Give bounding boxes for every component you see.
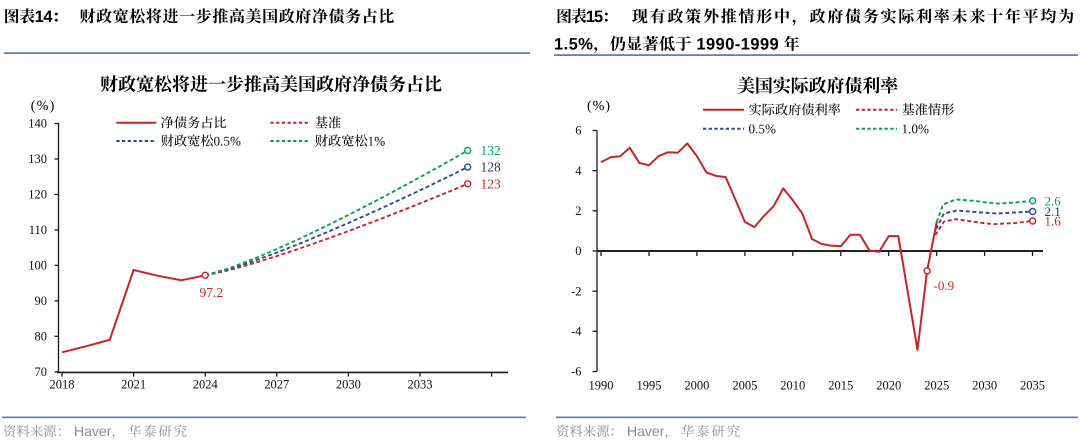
svg-text:2.6: 2.6 — [1045, 193, 1062, 208]
svg-text:2027: 2027 — [264, 378, 289, 392]
svg-text:110: 110 — [29, 223, 47, 237]
svg-text:1.6: 1.6 — [1045, 214, 1062, 229]
svg-text:0: 0 — [575, 244, 581, 258]
svg-text:2025: 2025 — [924, 379, 949, 393]
svg-text:-4: -4 — [571, 325, 582, 339]
svg-text:123: 123 — [481, 176, 502, 191]
svg-text:2.1: 2.1 — [1045, 204, 1061, 219]
svg-text:2000: 2000 — [684, 379, 709, 393]
svg-text:70: 70 — [35, 365, 48, 379]
svg-text:2010: 2010 — [780, 379, 805, 393]
svg-text:140: 140 — [28, 117, 47, 131]
svg-text:132: 132 — [481, 143, 501, 158]
svg-text:2005: 2005 — [732, 379, 757, 393]
svg-text:-6: -6 — [571, 365, 581, 379]
svg-text:-2: -2 — [571, 284, 581, 298]
svg-text:2024: 2024 — [193, 378, 219, 392]
svg-text:100: 100 — [28, 259, 47, 273]
svg-text:2021: 2021 — [121, 378, 146, 392]
svg-text:97.2: 97.2 — [200, 285, 224, 300]
svg-text:2020: 2020 — [876, 379, 901, 393]
svg-text:2015: 2015 — [828, 379, 853, 393]
svg-text:2030: 2030 — [972, 379, 997, 393]
svg-text:120: 120 — [28, 188, 47, 202]
svg-text:2033: 2033 — [408, 378, 433, 392]
svg-text:80: 80 — [35, 330, 48, 344]
svg-text:-0.9: -0.9 — [934, 278, 955, 293]
svg-text:2035: 2035 — [1020, 379, 1045, 393]
svg-text:2030: 2030 — [336, 378, 361, 392]
svg-text:4: 4 — [575, 164, 582, 178]
svg-text:128: 128 — [481, 160, 502, 175]
svg-text:2018: 2018 — [50, 378, 75, 392]
svg-text:1990: 1990 — [589, 379, 614, 393]
svg-text:1995: 1995 — [637, 379, 662, 393]
svg-text:6: 6 — [575, 124, 581, 138]
svg-text:2: 2 — [575, 204, 581, 218]
svg-text:90: 90 — [35, 294, 48, 308]
svg-text:130: 130 — [28, 152, 47, 166]
